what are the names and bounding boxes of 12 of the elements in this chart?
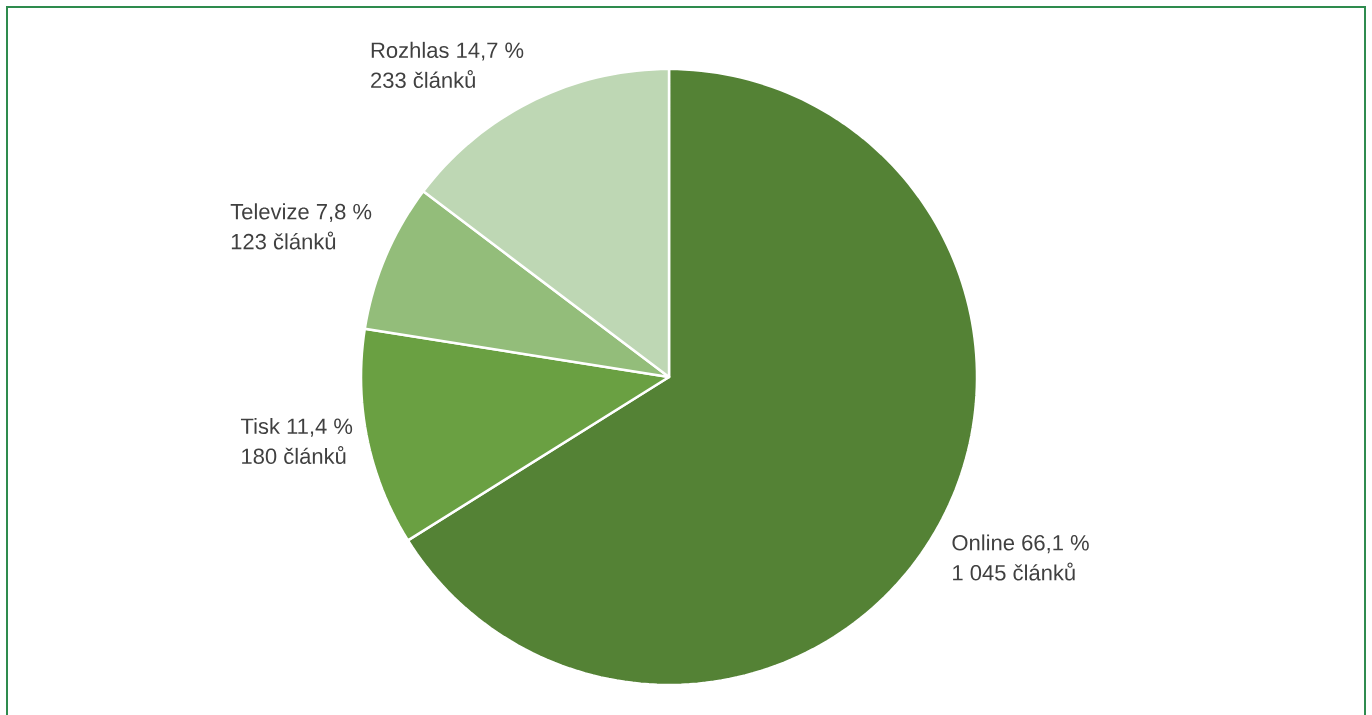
text: 123 článků [231, 231, 336, 250]
slice-label: Tisk [240, 417, 281, 435]
slice-label: Rozhlas [371, 41, 449, 59]
data-label: 11,4 % [287, 418, 353, 437]
data-label: 7,8 % [316, 203, 372, 223]
slice-label: Online [952, 534, 1015, 551]
data-label: 66,1 % [1022, 534, 1089, 554]
slice-label: Televize [230, 203, 309, 220]
data-label: 14,7 % [457, 42, 524, 61]
text: 233 článků [371, 70, 475, 89]
text: 180 článků [242, 446, 346, 465]
text: 1 045 článků [953, 562, 1075, 581]
